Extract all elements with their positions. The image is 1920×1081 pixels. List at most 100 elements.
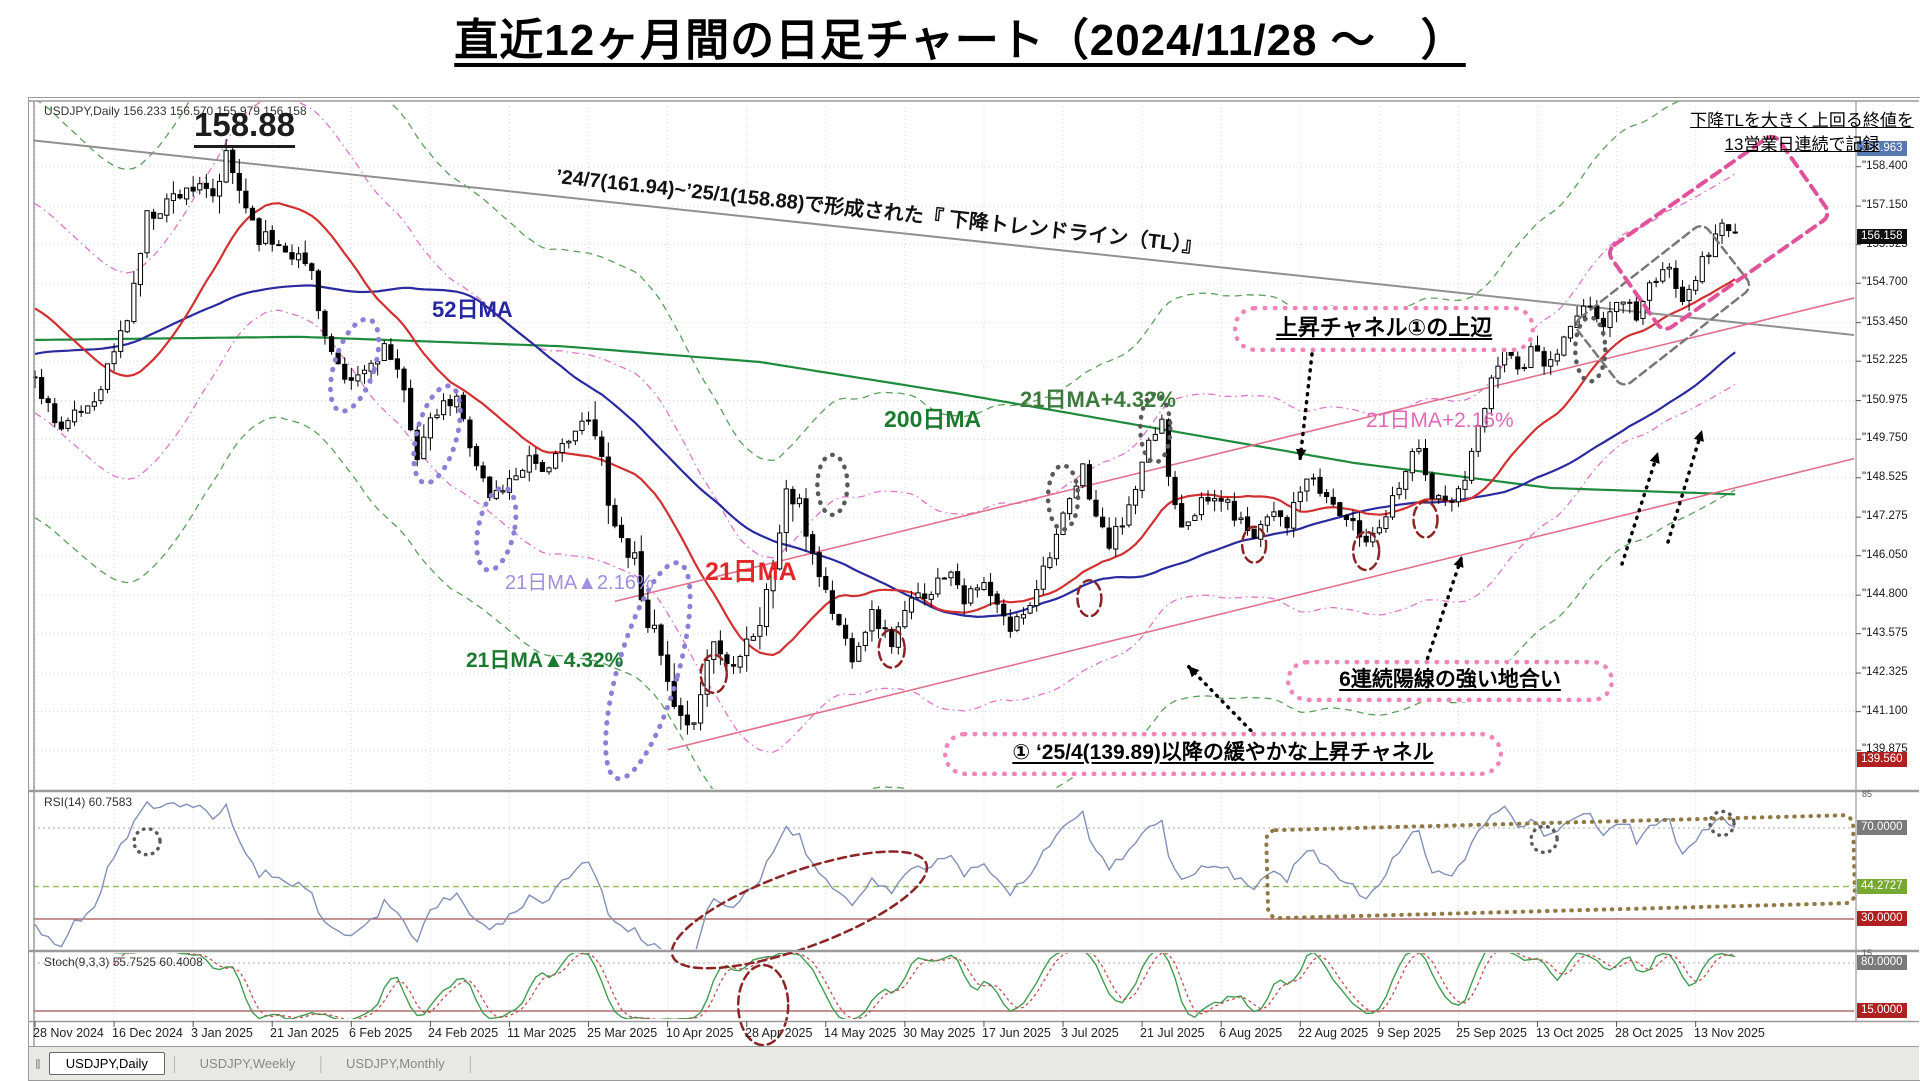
annotation-shapes: [132, 135, 1857, 1047]
axis-minor-label: 15: [1862, 948, 1873, 958]
annotation-channel1-text: ① ‘25/4(139.89)以降の緩やかな上昇チャネル: [1012, 741, 1434, 764]
price-tick-label: "146.050: [1862, 549, 1908, 561]
annotation-ellipse: [1351, 530, 1381, 572]
date-tick-label: 3 Jul 2025: [1061, 1026, 1119, 1040]
annotation-ellipse: [1708, 809, 1736, 838]
tl-break-note-line2: 13営業日連続で記録: [1724, 135, 1880, 154]
annotation-rect: [1264, 813, 1857, 921]
date-tick-label: 6 Aug 2025: [1219, 1026, 1283, 1040]
price-tick-label: "149.750: [1862, 432, 1908, 444]
annotation-bullish-run: 6連続陽線の強い地合い: [1286, 660, 1614, 702]
price-tick-label: "154.700: [1862, 276, 1908, 288]
envelope-minus432-label: 21日MA▲4.32%: [466, 649, 624, 672]
page-title: 直近12ヶ月間の日足チャート（2024/11/28 ～ ）: [0, 4, 1920, 68]
date-tick-label: 28 Apr 2025: [745, 1026, 813, 1040]
chart-tab-bar: ‖ USDJPY,Daily │ USDJPY,Weekly │ USDJPY,Mont…: [29, 1046, 1919, 1080]
envelope-plus216-label: 21日MA+2.16%: [1366, 409, 1514, 432]
envelope-minus216-label: 21日MA▲2.16%: [505, 572, 654, 594]
annotation-ellipse: [1045, 463, 1081, 532]
annotation-ellipse: [1412, 500, 1439, 539]
date-tick-label: 30 May 2025: [903, 1026, 976, 1040]
peak-price-label: 158.88: [194, 106, 295, 148]
annotation-ellipse: [670, 850, 929, 970]
rsi-indicator-header: RSI(14) 60.7583: [44, 795, 133, 809]
date-tick-label: 17 Jun 2025: [982, 1026, 1051, 1040]
arrowhead-icon: [1296, 448, 1307, 460]
axis-price-box: 15.0000: [1857, 1003, 1907, 1018]
price-tick-label: "152.225: [1862, 354, 1908, 366]
envelope-plus432-label: 21日MA+4.32%: [1020, 387, 1176, 412]
price-tick-label: "148.525: [1862, 471, 1908, 483]
annotation-arrow: [1298, 352, 1314, 462]
date-tick-label: 10 Apr 2025: [666, 1026, 734, 1040]
annotation-arrow: [1423, 554, 1464, 668]
ma21-label: 21日MA: [705, 558, 797, 586]
annotation-bullish-run-text: 6連続陽線の強い地合い: [1339, 668, 1561, 691]
arrowhead-icon: [1453, 556, 1464, 568]
grid: [33, 107, 1856, 1019]
tab-grip-icon: ‖: [35, 1055, 41, 1072]
axis-price-box: 70.0000: [1857, 820, 1907, 835]
ma52-label: 52日MA: [432, 297, 513, 322]
annotation-arrow: [1620, 450, 1660, 566]
date-tick-label: 25 Mar 2025: [587, 1026, 658, 1040]
chart-window: [28, 97, 1920, 1081]
arrowhead-icon: [1649, 452, 1660, 464]
tab-usdjpy-monthly[interactable]: USDJPY,Monthly: [346, 1056, 445, 1071]
tab-usdjpy-daily[interactable]: USDJPY,Daily: [48, 1052, 165, 1075]
date-tick-label: 28 Oct 2025: [1615, 1026, 1684, 1040]
price-tick-label: "157.150: [1862, 199, 1908, 211]
ma200-label: 200日MA: [884, 406, 982, 432]
date-tick-label: 22 Aug 2025: [1298, 1026, 1369, 1040]
annotation-ellipse: [736, 963, 790, 1047]
price-tick-label: "153.450: [1862, 316, 1908, 328]
price-tick-label: "141.100: [1862, 705, 1908, 717]
annotation-ellipse: [1529, 824, 1559, 855]
tab-usdjpy-weekly[interactable]: USDJPY,Weekly: [199, 1056, 296, 1071]
price-tick-label: "147.275: [1862, 510, 1908, 522]
tl-break-note-line1: 下降TLを大きく上回る終値を: [1690, 111, 1914, 130]
annotation-channel1: ① ‘25/4(139.89)以降の緩やかな上昇チャネル: [943, 732, 1503, 776]
axis-price-box: 139.560: [1857, 752, 1907, 767]
date-tick-label: 13 Nov 2025: [1694, 1026, 1765, 1040]
date-tick-label: 28 Nov 2024: [33, 1026, 104, 1040]
annotation-ellipse: [1240, 525, 1268, 564]
annotation-ellipse: [1138, 391, 1173, 465]
annotation-ellipse: [815, 452, 850, 518]
date-tick-label: 9 Sep 2025: [1377, 1026, 1441, 1040]
annotation-channel-top: 上昇チャネル①の上辺: [1233, 306, 1535, 352]
annotation-arrow: [1666, 428, 1704, 544]
date-tick-label: 25 Sep 2025: [1456, 1026, 1527, 1040]
date-tick-label: 16 Dec 2024: [112, 1026, 183, 1040]
annotation-arrow: [1186, 664, 1264, 744]
annotation-ellipse: [474, 485, 519, 573]
candles: [33, 139, 1738, 735]
annotation-rect: [1608, 135, 1830, 331]
annotation-ellipse: [1076, 579, 1103, 618]
date-tick-label: 11 Mar 2025: [507, 1026, 577, 1040]
annotation-ellipse: [603, 560, 693, 782]
annotation-ellipse: [1572, 315, 1608, 384]
price-tick-label: "150.975: [1862, 394, 1908, 406]
date-tick-label: 14 May 2025: [824, 1026, 897, 1040]
price-tick-label: "143.575: [1862, 627, 1908, 639]
arrowhead-icon: [1693, 430, 1704, 442]
annotation-ellipse: [327, 316, 382, 414]
price-tick-label: "144.800: [1862, 588, 1908, 600]
date-tick-label: 13 Oct 2025: [1536, 1026, 1605, 1040]
annotation-channel-top-text: 上昇チャネル①の上辺: [1275, 315, 1493, 340]
window-frame: [28, 100, 1919, 1046]
date-tick-label: 21 Jul 2025: [1140, 1026, 1205, 1040]
arrowhead-icon: [1188, 666, 1200, 678]
date-tick-label: 24 Feb 2025: [428, 1026, 499, 1040]
tab-separator: │: [170, 1055, 180, 1072]
page-title-text: 直近12ヶ月間の日足チャート（2024/11/28 ～ ）: [454, 16, 1466, 65]
axis-minor-label: 85: [1862, 789, 1873, 799]
symbol-ohlc-info: USDJPY,Daily 156.233 156.570 155.979 156…: [44, 104, 307, 118]
axis-price-box: 158.963: [1857, 141, 1907, 156]
axis-price-box: 156.158: [1857, 229, 1907, 244]
rsi-panel-lines: [33, 800, 1854, 949]
stoch-indicator-header: Stoch(9,3,3) 55.7525 60.4008: [44, 955, 203, 969]
price-tick-label: "142.325: [1862, 666, 1908, 678]
annotation-ellipse: [699, 653, 729, 695]
